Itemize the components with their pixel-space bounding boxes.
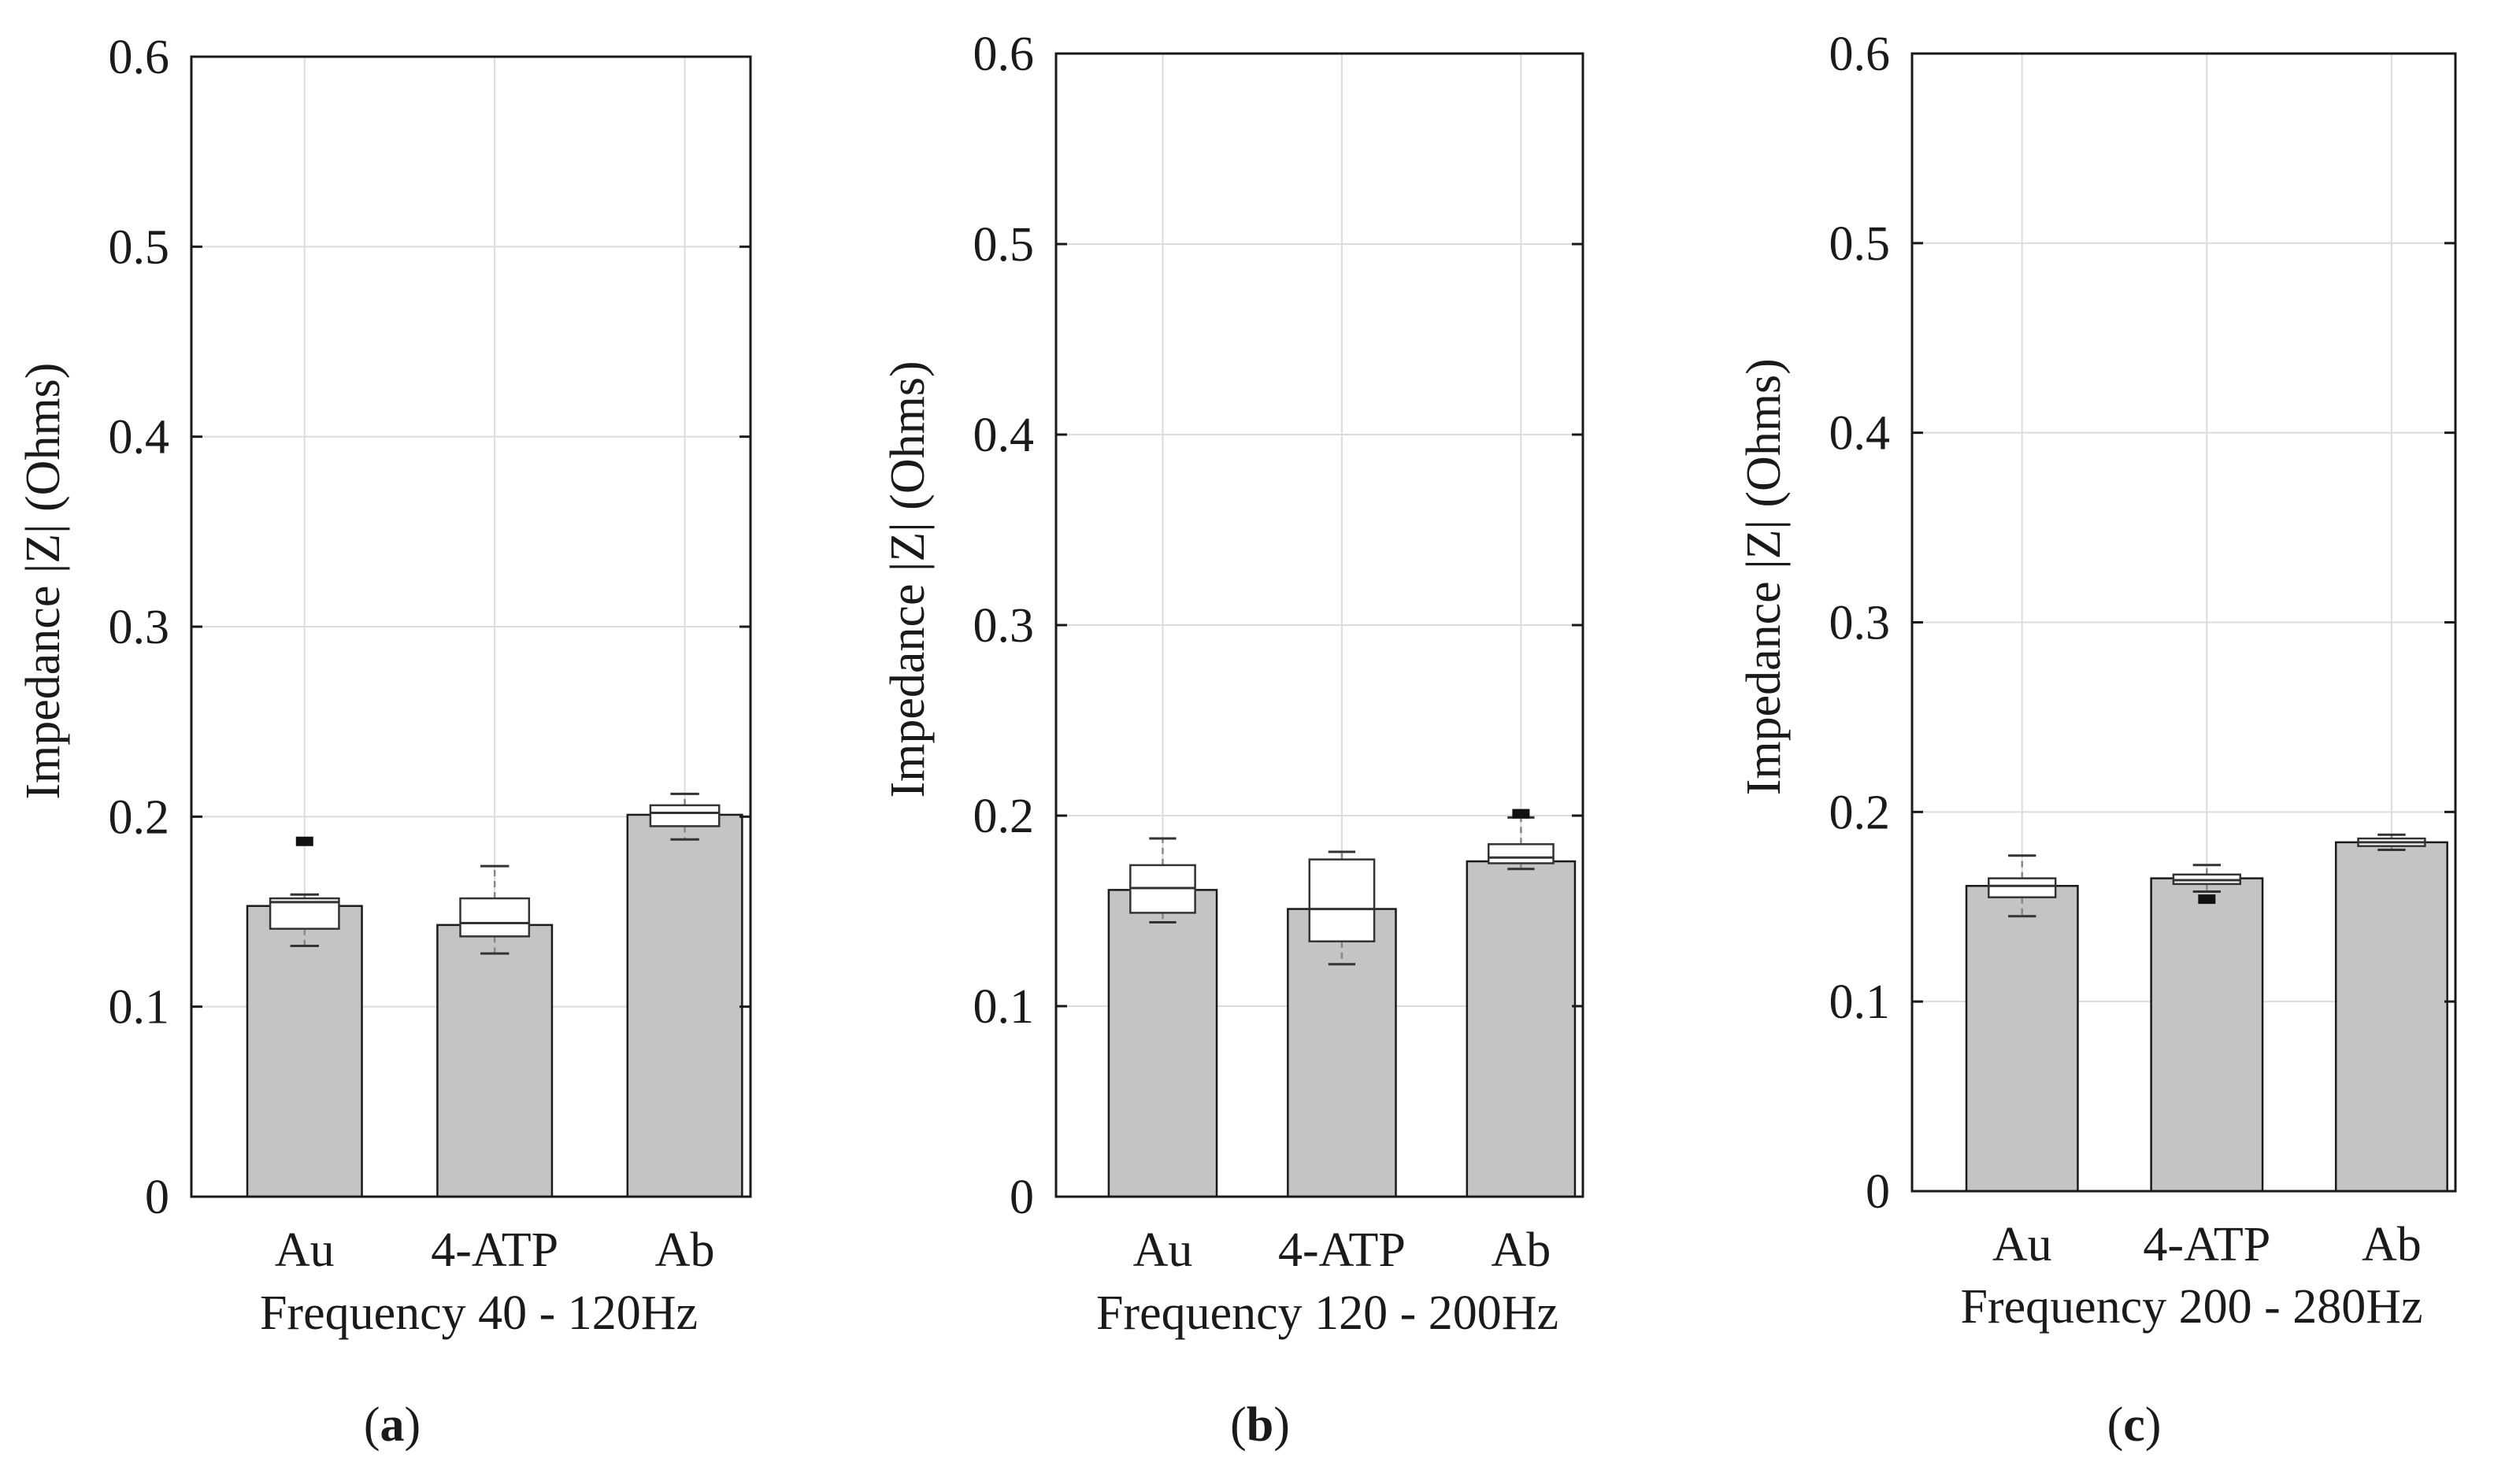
y-tick-label: 0.4	[1829, 407, 1891, 461]
y-axis-label: Impedance |Z| (Ohms)	[881, 361, 935, 798]
panel-letter: a	[380, 1398, 405, 1452]
y-tick-label: 0.4	[973, 409, 1035, 462]
box-iqr	[1308, 858, 1376, 942]
bar-au	[1107, 889, 1218, 1198]
x-axis-label: Frequency 120 - 200Hz	[1096, 1286, 1558, 1340]
box-iqr	[269, 897, 340, 930]
y-tick-label: 0.1	[109, 981, 170, 1034]
box-iqr	[1487, 843, 1555, 864]
y-tick-label: 0.5	[1829, 217, 1891, 271]
panel-caption: (c)	[2107, 1398, 2162, 1452]
y-tick-label: 0.3	[1829, 597, 1891, 650]
y-tick-label: 0.5	[109, 220, 170, 274]
outlier-marker	[2198, 894, 2216, 905]
y-tick-label: 0.6	[1829, 28, 1891, 81]
y-tick-label: 0.3	[109, 601, 170, 654]
y-tick-label: 0.2	[109, 790, 170, 844]
y-axis-label: Impedance |Z| (Ohms)	[17, 363, 70, 800]
panel-letter: c	[2123, 1398, 2145, 1452]
category-label: 4-ATP	[431, 1223, 558, 1277]
y-tick-label: 0	[145, 1171, 169, 1224]
category-label: Au	[1992, 1218, 2052, 1271]
y-tick-label: 0.1	[973, 980, 1035, 1034]
y-tick-label: 0	[1010, 1171, 1034, 1224]
box-iqr	[1988, 877, 2057, 898]
x-axis-label: Frequency 40 - 120Hz	[260, 1286, 698, 1340]
box-iqr	[649, 804, 721, 827]
chart-panel-b: Au 4-ATP Ab 0 0.1 0.2 0.3 0.4 0.5 0.6 Impedance |Z…	[881, 28, 1584, 1452]
bar-4-atp	[2150, 877, 2264, 1193]
chart-panel-c: Au 4-ATP Ab 0 0.1 0.2 0.3 0.4 0.5 0.6 Impedance |Z…	[1737, 28, 2457, 1452]
y-tick-label: 0	[1866, 1165, 1890, 1219]
bar-ab	[626, 813, 743, 1198]
bar-ab	[2334, 841, 2448, 1193]
panel-letter: b	[1247, 1398, 1273, 1452]
y-tick-label: 0.4	[109, 411, 170, 464]
category-label: Ab	[655, 1223, 715, 1277]
y-tick-label: 0.2	[973, 790, 1035, 843]
y-tick-label: 0.3	[973, 599, 1035, 653]
bar-4-atp	[1287, 908, 1397, 1198]
y-tick-label: 0.6	[973, 28, 1035, 81]
category-label: 4-ATP	[1278, 1223, 1406, 1277]
box-iqr	[459, 897, 531, 938]
outlier-marker	[1512, 809, 1530, 819]
category-label: 4-ATP	[2143, 1218, 2270, 1271]
bar-au	[246, 905, 363, 1198]
x-axis-label: Frequency 200 - 280Hz	[1960, 1280, 2422, 1334]
y-tick-label: 0.2	[1829, 786, 1891, 839]
y-axis-label: Impedance |Z| (Ohms)	[1737, 358, 1791, 795]
outlier-marker	[295, 836, 313, 846]
bar-ab	[1466, 860, 1577, 1198]
chart-panel-a: Au 4-ATP Ab 0 0.1 0.2 0.3 0.4 0.5 0.6 Impedance |Z…	[17, 31, 752, 1452]
category-label: Au	[1133, 1223, 1193, 1277]
category-label: Au	[275, 1223, 335, 1277]
y-tick-label: 0.6	[109, 31, 170, 84]
y-tick-label: 0.5	[973, 218, 1035, 272]
category-label: Ab	[2362, 1218, 2422, 1271]
panel-caption: (a)	[364, 1398, 421, 1452]
bar-4-atp	[436, 923, 554, 1198]
category-label: Ab	[1492, 1223, 1551, 1277]
bar-au	[1965, 885, 2079, 1193]
panel-caption: (b)	[1230, 1398, 1290, 1452]
y-tick-label: 0.1	[1829, 975, 1891, 1029]
